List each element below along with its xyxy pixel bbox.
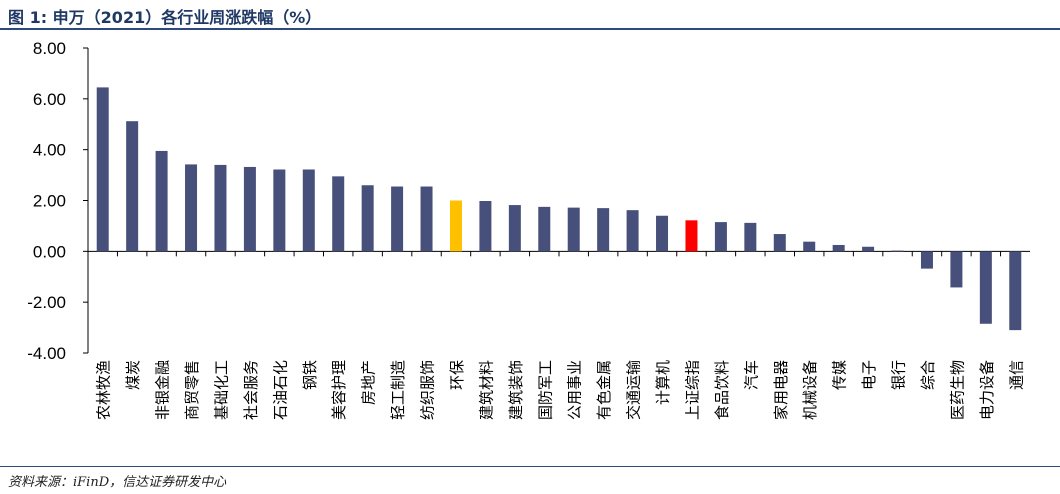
source-divider — [0, 466, 1060, 467]
x-tick-label: 建筑装饰 — [507, 360, 525, 420]
y-axis-ticks: 8.00 6.00 4.00 2.00 0.00 -2.00 -4.00 — [27, 39, 88, 363]
x-tick-label: 公用事业 — [566, 360, 584, 420]
bar-纺织服饰 — [420, 186, 433, 252]
y-tick-label: 2.00 — [33, 192, 66, 211]
bar-通信 — [1009, 251, 1022, 331]
bar-国防军工 — [538, 206, 551, 252]
x-axis-labels: 农林牧渔 煤炭 非银金融 商贸零售 基础化工 社会服务 石油石化 钢铁 美容护理 房地产 轻工制造纺… — [95, 360, 1026, 420]
x-tick-label: 轻工制造 — [389, 360, 407, 420]
x-tick-label: 纺织服饰 — [419, 360, 437, 420]
bar-商贸零售 — [185, 164, 198, 252]
bar-计算机 — [656, 215, 669, 252]
x-tick-label: 电子 — [860, 360, 878, 390]
bar-建筑材料 — [479, 201, 492, 252]
x-tick-label: 社会服务 — [242, 360, 260, 420]
bar-房地产 — [361, 185, 374, 252]
y-tick-label: 6.00 — [33, 90, 66, 109]
x-tick-label: 非银金融 — [154, 360, 172, 420]
x-tick-label: 食品饮料 — [713, 360, 731, 420]
x-tick-label: 通信 — [1007, 360, 1025, 390]
bar-钢铁 — [302, 169, 315, 252]
bar-建筑装饰 — [508, 205, 521, 252]
bar-上证综指 — [685, 220, 698, 252]
x-tick-label: 建筑材料 — [477, 360, 495, 420]
x-tick-label: 环保 — [448, 360, 466, 390]
x-tick-label: 有色金属 — [595, 360, 613, 420]
x-tick-label: 医药生物 — [948, 360, 966, 420]
x-tick-label: 农林牧渔 — [95, 360, 113, 420]
bar-交通运输 — [626, 210, 639, 252]
bars — [96, 87, 1022, 331]
bar-农林牧渔 — [96, 87, 109, 252]
bar-电子 — [862, 246, 875, 252]
x-tick-label: 基础化工 — [212, 360, 230, 420]
bar-银行 — [891, 250, 904, 252]
x-tick-label: 商贸零售 — [183, 360, 201, 420]
x-tick-label: 国防军工 — [536, 360, 554, 420]
x-tick-label: 综合 — [919, 360, 937, 390]
bar-轻工制造 — [391, 186, 404, 252]
bar-医药生物 — [950, 251, 963, 288]
x-tick-label: 汽车 — [742, 360, 760, 390]
bar-汽车 — [744, 222, 757, 252]
x-tick-label: 美容护理 — [330, 360, 348, 420]
x-tick-label: 机械设备 — [801, 360, 819, 420]
x-tick-label: 钢铁 — [301, 360, 319, 390]
x-tick-label: 石油石化 — [271, 360, 289, 420]
bar-石油石化 — [273, 169, 286, 252]
x-tick-label: 煤炭 — [124, 360, 142, 390]
x-tick-label: 上证综指 — [683, 360, 701, 420]
y-tick-label: -2.00 — [27, 293, 66, 312]
bar-公用事业 — [567, 207, 580, 252]
bar-综合 — [920, 251, 933, 269]
x-tick-label: 交通运输 — [625, 360, 643, 420]
title-divider — [0, 28, 1060, 30]
bar-美容护理 — [332, 176, 345, 252]
bar-煤炭 — [126, 121, 139, 252]
y-tick-label: 0.00 — [33, 242, 66, 261]
x-tick-label: 传媒 — [831, 360, 849, 390]
bar-食品饮料 — [714, 222, 727, 252]
bar-家用电器 — [773, 234, 786, 252]
bar-非银金融 — [155, 150, 168, 252]
x-tick-label: 计算机 — [654, 360, 672, 405]
bar-社会服务 — [243, 166, 256, 252]
x-tick-label: 家用电器 — [772, 360, 790, 420]
y-tick-label: 4.00 — [33, 141, 66, 160]
bar-chart: 8.00 6.00 4.00 2.00 0.00 -2.00 -4.00 农林牧渔 煤炭 非银金… — [27, 39, 1030, 420]
bar-传媒 — [832, 244, 845, 252]
bar-机械设备 — [803, 241, 816, 252]
x-tick-label: 电力设备 — [978, 360, 996, 420]
bar-电力设备 — [979, 251, 992, 324]
x-tick-label: 银行 — [890, 360, 908, 390]
chart-axes — [87, 48, 1030, 353]
bar-有色金属 — [597, 208, 610, 252]
source-note: 资料来源：iFinD，信达证券研发中心 — [8, 475, 227, 490]
figure-title: 图 1: 申万（2021）各行业周涨跌幅（%） — [8, 8, 322, 27]
x-tick-label: 房地产 — [360, 360, 378, 405]
y-tick-label: 8.00 — [33, 39, 66, 58]
y-tick-label: -4.00 — [27, 344, 66, 363]
bar-环保 — [449, 200, 462, 252]
bar-基础化工 — [214, 164, 227, 252]
